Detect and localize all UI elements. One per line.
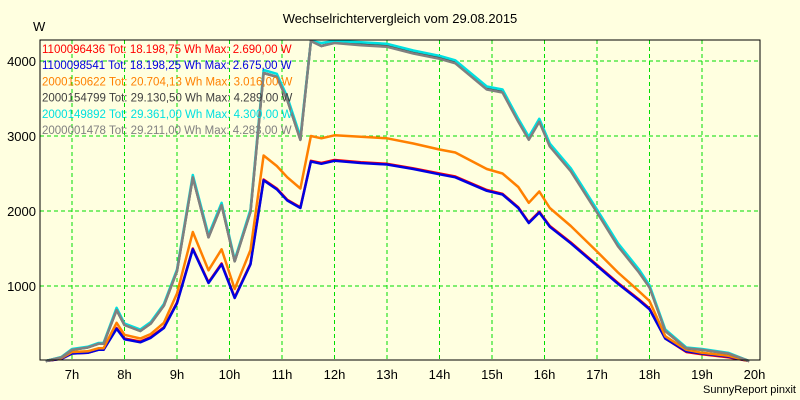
x-tick-label: 9h	[170, 367, 184, 382]
series-line-2000150622	[45, 134, 750, 363]
legend-entry-2000149892: 2000149892 Tot: 29.361,00 Wh Max: 4.300,…	[42, 109, 293, 121]
x-tick-label: 14h	[429, 367, 451, 382]
legend: 1100096436 Tot: 18.198,75 Wh Max: 2.690,…	[42, 44, 293, 137]
x-tick-label: 12h	[324, 367, 346, 382]
footer-credit: SunnyReport pinxit	[703, 384, 796, 396]
legend-entry-2000001478: 2000001478 Tot: 29.211,00 Wh Max: 4.283,…	[42, 125, 292, 137]
x-tick-label: 7h	[65, 367, 79, 382]
y-tick-label: 2000	[7, 204, 36, 219]
x-tick-label: 16h	[534, 367, 556, 382]
series-line-1100096436	[45, 158, 750, 363]
x-tick-label: 11h	[272, 367, 293, 382]
legend-entry-1100096436: 1100096436 Tot: 18.198,75 Wh Max: 2.690,…	[42, 44, 292, 56]
x-tick-label: 19h	[691, 367, 713, 382]
chart-title: Wechselrichtervergleich vom 29.08.2015	[283, 11, 518, 26]
x-tick-label: 18h	[639, 367, 661, 382]
series-line-2000154799	[45, 39, 750, 363]
y-axis-unit: W	[33, 19, 46, 34]
series-line-2000149892	[45, 39, 750, 363]
legend-entry-1100098541: 1100098541 Tot: 18.198,25 Wh Max: 2.675,…	[42, 60, 292, 72]
legend-entry-2000150622: 2000150622 Tot: 20.704,13 Wh Max: 3.016,…	[42, 76, 293, 88]
x-tick-label: 17h	[586, 367, 608, 382]
x-tick-label: 20h	[744, 367, 766, 382]
series-line-2000001478	[45, 39, 750, 363]
grid-lines	[40, 40, 760, 360]
plot-frame	[39, 39, 761, 361]
x-tick-label: 8h	[117, 367, 131, 382]
y-tick-label: 1000	[7, 279, 36, 294]
y-tick-label: 3000	[7, 129, 36, 144]
y-tick-label: 4000	[7, 54, 36, 69]
x-tick-label: 10h	[219, 367, 241, 382]
x-axis-ticks: 7h 8h 9h 10h 11h 12h 13h 14h 15h 16h 17h 18h 19h 20h	[65, 367, 766, 382]
x-tick-label: 15h	[481, 367, 503, 382]
y-axis-ticks: 1000 2000 3000 4000	[7, 54, 36, 294]
x-tick-label: 13h	[376, 367, 398, 382]
series-lines	[45, 39, 750, 363]
legend-entry-2000154799: 2000154799 Tot: 29.130,50 Wh Max: 4.289,…	[42, 93, 293, 105]
series-line-1100098541	[45, 159, 750, 363]
